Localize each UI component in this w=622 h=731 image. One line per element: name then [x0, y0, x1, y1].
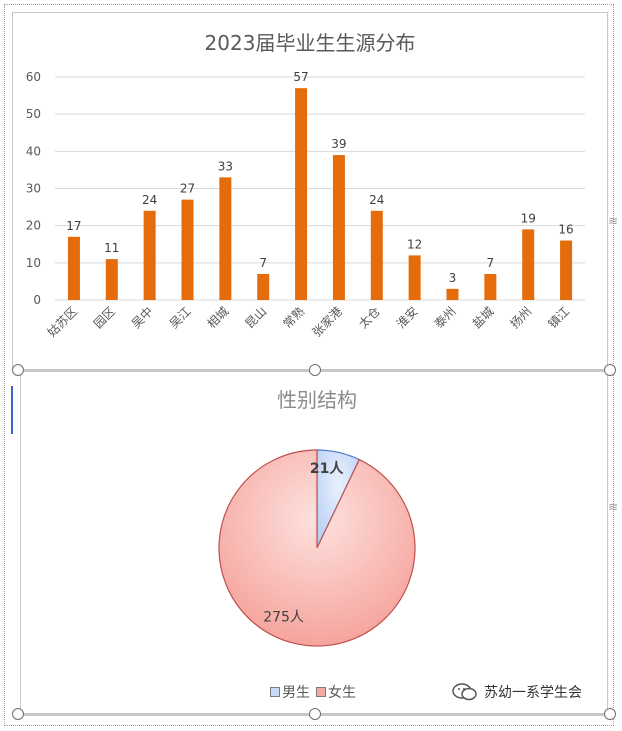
bar[interactable] — [257, 273, 270, 300]
bar[interactable] — [219, 177, 232, 300]
pie-chart: 性别结构 21人 275人 — [218, 388, 416, 647]
x-tick-label: 园区 — [91, 304, 118, 331]
resize-handle-bottom-right[interactable] — [604, 708, 616, 720]
bar-data-label: 16 — [558, 223, 573, 237]
bar-data-label: 39 — [331, 137, 346, 151]
x-tick-label: 盐城 — [470, 304, 497, 331]
bar[interactable] — [484, 273, 497, 300]
x-tick-label: 常熟 — [280, 304, 308, 332]
bar[interactable] — [295, 88, 308, 301]
bar[interactable] — [105, 259, 118, 300]
bar-chart-bars — [67, 88, 573, 301]
pie-chart-slices — [218, 449, 416, 647]
x-tick-label: 吴江 — [167, 304, 194, 331]
pie-data-label: 275人 — [263, 609, 304, 625]
text-cursor-bar — [11, 386, 13, 434]
bar-chart-data-labels: 17 11 24 27 33 7 57 39 24 12 3 7 19 16 — [66, 70, 573, 285]
bar-chart-area[interactable]: 2023届毕业生生源分布 0 10 20 30 40 50 60 17 11 24 27 33 7 57… — [12, 12, 608, 370]
y-tick-label: 60 — [26, 70, 41, 84]
x-tick-label: 泰州 — [432, 304, 459, 331]
legend-swatch-female — [316, 687, 326, 697]
bar-data-label: 19 — [521, 211, 536, 225]
pie-data-label: 21人 — [310, 460, 344, 477]
watermark-text: 苏幼一系学生会 — [484, 685, 582, 701]
resize-handle-bottom-left[interactable] — [12, 708, 24, 720]
x-tick-label: 吴中 — [128, 304, 156, 332]
bar-chart-gridlines — [55, 76, 585, 301]
x-tick-label: 镇江 — [545, 304, 572, 331]
y-tick-label: 20 — [26, 219, 41, 233]
bar-data-label: 33 — [218, 159, 233, 173]
x-tick-label: 昆山 — [242, 304, 269, 331]
bar-data-label: 17 — [66, 219, 81, 233]
bar-data-label: 57 — [293, 70, 308, 84]
bar-chart: 2023届毕业生生源分布 0 10 20 30 40 50 60 17 11 24 27 33 7 57… — [26, 31, 585, 340]
x-tick-label: 扬州 — [507, 304, 535, 332]
bar[interactable] — [181, 199, 194, 300]
pie-chart-title: 性别结构 — [277, 388, 357, 412]
x-tick-label: 姑苏区 — [45, 304, 80, 339]
bar[interactable] — [522, 229, 535, 300]
bar-data-label: 24 — [142, 193, 157, 207]
legend-item-male: 男生 — [270, 682, 310, 702]
pie-chart-data-labels: 21人 275人 — [263, 460, 344, 625]
pie-slice[interactable] — [218, 449, 416, 647]
layout-options-icon-lower[interactable]: ≋ — [608, 500, 619, 514]
wechat-icon — [452, 683, 477, 701]
resize-handle-top-middle[interactable] — [309, 364, 321, 376]
bar[interactable] — [446, 288, 459, 300]
pie-chart-area[interactable]: 性别结构 21人 275人 — [20, 370, 608, 716]
resize-handle-top-right[interactable] — [604, 364, 616, 376]
y-tick-label: 10 — [26, 256, 41, 270]
bar[interactable] — [560, 240, 573, 300]
bar-data-label: 3 — [449, 271, 457, 285]
bar[interactable] — [67, 236, 80, 300]
layout-options-icon-upper[interactable]: ≋ — [608, 214, 619, 228]
bar-data-label: 12 — [407, 237, 422, 251]
legend-item-female: 女生 — [316, 682, 356, 702]
watermark: 苏幼一系学生会 — [452, 682, 582, 702]
bar-data-label: 7 — [259, 256, 267, 270]
bar-data-label: 27 — [180, 182, 195, 196]
y-tick-label: 50 — [26, 107, 41, 121]
bar[interactable] — [143, 210, 156, 300]
pie-chart-legend: 男生 女生 — [270, 682, 356, 702]
legend-label-male: 男生 — [282, 685, 310, 701]
bar[interactable] — [332, 155, 345, 300]
bar-data-label: 24 — [369, 193, 384, 207]
x-tick-label: 淮安 — [393, 304, 421, 332]
y-tick-label: 40 — [26, 144, 41, 158]
bar-chart-title: 2023届毕业生生源分布 — [205, 31, 416, 55]
resize-handle-bottom-middle[interactable] — [309, 708, 321, 720]
bar-chart-x-axis: 姑苏区 园区 吴中 吴江 相城 昆山 常熟 张家港 太仓 淮安 泰州 盐城 扬州 镇江 — [45, 304, 573, 340]
y-tick-label: 30 — [26, 182, 41, 196]
legend-label-female: 女生 — [328, 685, 356, 701]
resize-handle-top-left[interactable] — [12, 364, 24, 376]
bar[interactable] — [408, 255, 421, 300]
x-tick-label: 张家港 — [309, 304, 345, 340]
bar-chart-y-axis: 0 10 20 30 40 50 60 — [26, 70, 41, 307]
x-tick-label: 太仓 — [355, 304, 383, 332]
x-tick-label: 相城 — [205, 304, 232, 331]
y-tick-label: 0 — [33, 293, 41, 307]
bar-data-label: 7 — [487, 256, 495, 270]
bar-data-label: 11 — [104, 241, 119, 255]
legend-swatch-male — [270, 687, 280, 697]
bar[interactable] — [370, 210, 383, 300]
